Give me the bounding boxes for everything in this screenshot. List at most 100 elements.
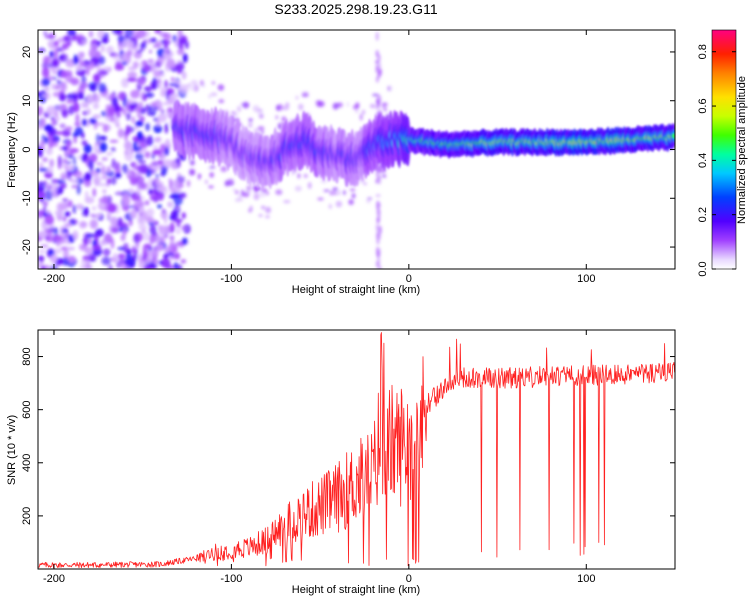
y-tick-label: -10 — [21, 190, 33, 206]
noise-blob — [328, 203, 332, 210]
noise-blob — [70, 218, 75, 226]
noise-blob — [38, 105, 44, 116]
noise-blob — [101, 36, 109, 44]
noise-blob — [167, 144, 172, 148]
noise-blob — [160, 258, 171, 268]
noise-blob — [41, 67, 50, 78]
noise-blob — [130, 89, 140, 99]
noise-blob — [45, 147, 53, 156]
noise-blob — [105, 95, 111, 101]
noise-blob — [113, 116, 120, 126]
noise-blob — [45, 235, 50, 240]
noise-blob — [40, 117, 46, 127]
noise-blob — [65, 202, 69, 208]
noise-blob — [125, 257, 136, 268]
noise-blob — [53, 248, 62, 254]
noise-blob — [252, 105, 260, 113]
noise-blob — [158, 103, 163, 112]
noise-blob — [79, 40, 83, 45]
noise-blob — [38, 209, 44, 218]
noise-blob — [58, 182, 67, 188]
noise-blob — [157, 204, 162, 209]
y-tick-label: 10 — [21, 95, 33, 107]
noise-blob — [62, 216, 67, 222]
noise-blob — [61, 44, 65, 53]
noise-blob — [62, 248, 70, 260]
noise-blob — [38, 230, 48, 238]
noise-blob — [49, 140, 54, 149]
noise-blob — [160, 165, 167, 175]
noise-blob — [94, 50, 102, 59]
noise-blob — [124, 151, 134, 162]
noise-blob — [38, 181, 46, 192]
noise-blob — [84, 246, 93, 255]
noise-blob — [109, 216, 118, 225]
noise-blob — [151, 247, 159, 259]
noise-blob — [363, 182, 367, 185]
noise-blob — [275, 115, 279, 120]
noise-blob — [111, 158, 116, 165]
snr-y-axis: 200 400 600 800 — [21, 347, 675, 525]
noise-blob — [117, 128, 125, 138]
noise-blob — [95, 168, 101, 173]
signal-ridge — [172, 99, 675, 191]
noise-blob — [208, 94, 212, 99]
noise-blob — [121, 195, 131, 207]
noise-blob — [76, 65, 83, 72]
noise-blob — [44, 92, 51, 100]
noise-blob — [337, 190, 341, 196]
noise-blob — [153, 124, 163, 134]
noise-blob — [129, 128, 133, 133]
noise-blob — [59, 93, 66, 102]
noise-blob — [164, 146, 170, 156]
noise-blob — [376, 98, 380, 105]
spectrogram-y-axis: -20 -10 0 10 20 — [21, 46, 675, 255]
noise-blob — [66, 93, 77, 100]
noise-blob — [375, 194, 381, 198]
noise-blob — [175, 157, 181, 164]
noise-blob — [376, 200, 380, 209]
noise-blob — [98, 55, 106, 65]
noise-blob — [181, 237, 188, 245]
noise-blob — [72, 31, 77, 37]
noise-blob — [170, 76, 175, 82]
noise-blob — [176, 264, 183, 269]
noise-blob — [157, 113, 167, 123]
noise-blob — [182, 53, 188, 63]
noise-blob — [92, 114, 101, 119]
noise-blob — [361, 109, 366, 115]
noise-blob — [98, 83, 107, 93]
noise-blob — [234, 190, 239, 195]
noise-blob — [92, 103, 100, 110]
noise-blob — [218, 99, 225, 104]
noise-blob — [167, 201, 173, 208]
noise-blob — [155, 73, 166, 77]
noise-blob — [376, 216, 380, 224]
noise-blob — [109, 139, 119, 143]
noise-blob — [117, 253, 126, 259]
noise-blob — [236, 198, 244, 202]
noise-blob — [165, 90, 170, 101]
x-tick-label: 0 — [406, 573, 412, 585]
noise-blob — [127, 71, 138, 79]
noise-blob — [60, 226, 64, 233]
noise-blob — [88, 48, 96, 59]
noise-blob — [135, 146, 143, 150]
noise-blob — [102, 189, 107, 194]
x-tick-label: -100 — [220, 573, 242, 585]
noise-blob — [124, 140, 133, 151]
noise-blob — [154, 30, 162, 34]
noise-blob — [146, 112, 156, 116]
noise-blob — [163, 159, 174, 168]
noise-blob — [99, 196, 109, 204]
noise-blob — [107, 107, 116, 115]
noise-blob — [180, 259, 187, 264]
noise-blob — [88, 236, 92, 245]
noise-blob — [387, 85, 391, 92]
noise-blob — [174, 179, 180, 188]
noise-blob — [125, 124, 130, 136]
noise-blob — [377, 208, 381, 218]
noise-blob — [101, 256, 111, 266]
noise-blob — [107, 203, 117, 213]
noise-blob — [334, 192, 337, 196]
